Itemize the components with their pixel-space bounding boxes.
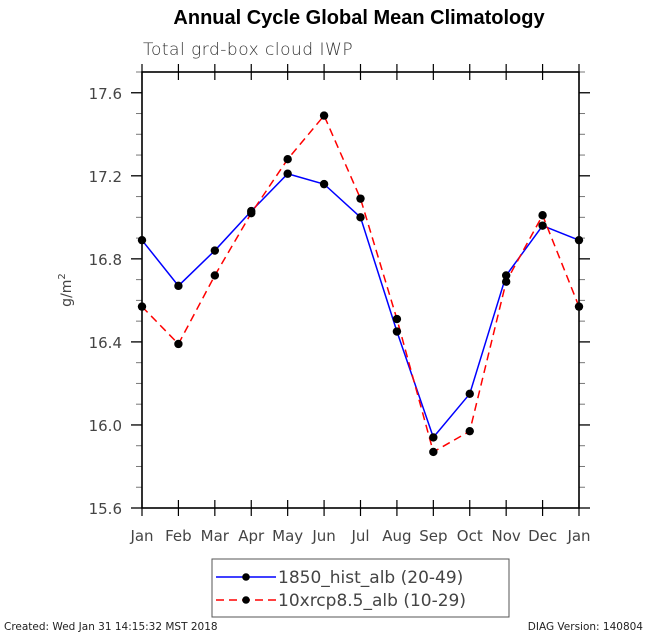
data-point-hist bbox=[465, 389, 474, 399]
data-point-hist bbox=[538, 221, 547, 230]
y-tick-labels: 15.6 16.0 16.4 16.8 17.2 17.6 bbox=[89, 85, 122, 518]
data-point-rcp bbox=[465, 426, 474, 436]
x-tick-label: Feb bbox=[165, 527, 192, 545]
y-axis-label-unit: g/m bbox=[59, 280, 75, 307]
data-point-rcp bbox=[356, 194, 365, 203]
legend-item-hist: 1850_hist_alb (20-49) bbox=[216, 568, 463, 588]
x-tick-label: Jan bbox=[566, 527, 590, 545]
y-tick-label: 15.6 bbox=[89, 500, 122, 518]
chart-subtitle: Total grd-box cloud IWP bbox=[143, 40, 353, 60]
legend-label-rcp: 10xrcp8.5_alb (10-29) bbox=[278, 591, 466, 611]
y-tick-label: 16.4 bbox=[89, 334, 122, 352]
x-tick-label: Jan bbox=[129, 527, 153, 545]
y-tick-label: 16.8 bbox=[89, 251, 122, 269]
data-point-rcp bbox=[210, 271, 220, 280]
chart-title: Annual Cycle Global Mean Climatology bbox=[173, 7, 545, 29]
data-point-hist bbox=[319, 179, 329, 189]
y-tick-label: 17.6 bbox=[89, 85, 122, 103]
x-tick-labels: Jan Feb Mar Apr May Jun Jul Aug Sep Oct Nov Dec Jan bbox=[129, 527, 590, 545]
data-point-rcp bbox=[319, 111, 329, 120]
diag-version: DIAG Version: 140804 bbox=[528, 621, 644, 633]
data-point-rcp bbox=[538, 211, 547, 220]
svg-text:g/m2: g/m2 bbox=[57, 273, 75, 307]
x-tick-label: Jun bbox=[311, 527, 335, 545]
x-tick-label: Oct bbox=[457, 527, 483, 545]
data-point-rcp bbox=[283, 155, 292, 164]
x-tick-label: Sep bbox=[419, 527, 447, 545]
data-point-rcp bbox=[247, 208, 256, 218]
data-point-hist bbox=[174, 281, 183, 291]
data-point-hist bbox=[210, 246, 220, 255]
y-tick-label: 16.0 bbox=[89, 417, 122, 435]
data-point-hist bbox=[283, 169, 292, 178]
x-tick-label: Aug bbox=[382, 527, 411, 545]
x-tick-label: Nov bbox=[492, 527, 521, 545]
legend-marker-rcp bbox=[242, 596, 250, 604]
data-point-hist bbox=[429, 433, 438, 442]
data-point-rcp bbox=[174, 339, 183, 349]
series-line-rcp bbox=[141, 114, 580, 454]
axis-ticks bbox=[131, 64, 590, 516]
data-point-rcp bbox=[392, 314, 402, 324]
data-point-hist bbox=[501, 271, 511, 280]
x-tick-label: Mar bbox=[201, 527, 230, 545]
legend-marker-hist bbox=[242, 573, 250, 581]
y-axis-label-exponent: 2 bbox=[57, 273, 68, 279]
legend-box bbox=[211, 558, 510, 618]
created-timestamp: Created: Wed Jan 31 14:15:32 MST 2018 bbox=[4, 621, 218, 633]
legend: 1850_hist_alb (20-49) 10xrcp8.5_alb (10-… bbox=[211, 558, 510, 618]
y-axis-label: g/m2 bbox=[57, 273, 75, 307]
data-point-rcp bbox=[429, 447, 438, 457]
data-point-hist bbox=[356, 213, 365, 222]
x-tick-label: May bbox=[272, 527, 303, 545]
series-layer bbox=[137, 111, 584, 457]
y-tick-label: 17.2 bbox=[89, 168, 122, 186]
x-tick-label: Jul bbox=[350, 527, 369, 545]
x-tick-label: Dec bbox=[528, 527, 557, 545]
x-tick-label: Apr bbox=[238, 527, 265, 545]
legend-label-hist: 1850_hist_alb (20-49) bbox=[278, 568, 463, 588]
data-point-rcp bbox=[501, 277, 511, 286]
plot-frame bbox=[141, 71, 580, 509]
data-point-hist bbox=[392, 327, 402, 336]
legend-item-rcp: 10xrcp8.5_alb (10-29) bbox=[216, 591, 466, 611]
